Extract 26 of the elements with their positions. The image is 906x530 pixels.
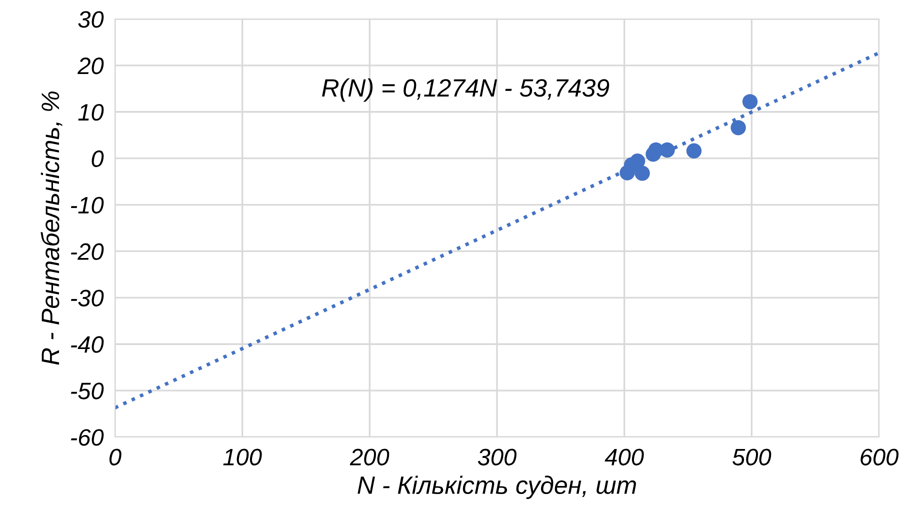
y-tick-label: -60 <box>70 429 104 446</box>
y-tick-label: 20 <box>77 58 104 74</box>
y-tick-label: -50 <box>70 382 104 400</box>
y-tick-label: -40 <box>70 336 104 353</box>
point <box>730 120 746 136</box>
y-tick-label: 0 <box>92 150 104 168</box>
point <box>686 143 702 159</box>
x-tick-label: 600 <box>860 448 898 466</box>
annotation: R(N) = 0,1274N - 53,7439 <box>322 78 610 102</box>
y-tick-label: 30 <box>78 11 104 28</box>
point <box>634 166 650 181</box>
point <box>742 94 758 110</box>
point <box>646 146 661 162</box>
x-tick-label: 500 <box>732 448 772 466</box>
y-tick-label: 10 <box>78 104 104 121</box>
x-tick-label: 100 <box>223 448 262 466</box>
x-tick-label: 400 <box>604 448 644 466</box>
y-tick-label: -20 <box>70 243 104 260</box>
x-tick-label: 200 <box>350 448 390 466</box>
x-tick-label: 0 <box>109 448 122 466</box>
x-tick-label: 300 <box>478 448 516 466</box>
y-tick-label: -30 <box>70 290 104 306</box>
point <box>620 165 635 180</box>
y-axis-title: R - Рентабельність, % <box>40 92 62 365</box>
y-tick-label: -10 <box>70 196 104 214</box>
x-axis-title: N - Кількість суден, шт <box>358 476 636 499</box>
